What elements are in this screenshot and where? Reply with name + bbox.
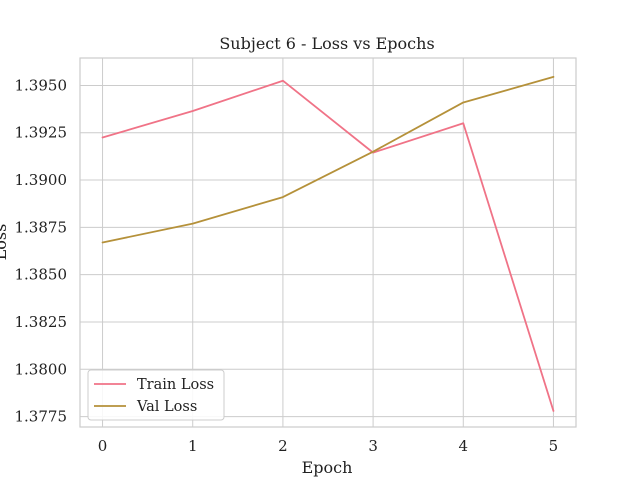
y-tick-label: 1.3825 [15,313,68,331]
chart-title: Subject 6 - Loss vs Epochs [219,34,434,53]
y-tick-label: 1.3925 [15,124,68,142]
legend-entry-label: Train Loss [137,377,214,393]
x-tick-label: 5 [549,437,559,455]
series-line-0 [101,79,555,412]
legend-entry-label: Val Loss [136,399,197,415]
y-tick-label: 1.3800 [15,360,68,378]
x-tick-labels: 0 1 2 3 4 5 [98,437,558,455]
y-tick-label: 1.3950 [15,76,68,94]
x-tick-label: 4 [458,437,468,455]
grid-lines [80,58,576,427]
plot-frame [79,57,577,428]
y-tick-labels: 1.3775 1.3800 1.3825 1.3850 1.3875 1.3900 1.39… [15,76,68,425]
x-tick-label: 1 [188,437,198,455]
x-axis-title: Epoch [302,458,353,477]
legend-box [87,369,225,421]
x-tick-label: 3 [368,437,378,455]
legend: Train Loss Val Loss [87,369,225,421]
y-tick-label: 1.3900 [15,171,68,189]
series-lines [101,76,555,412]
y-tick-label: 1.3775 [15,408,68,426]
series-line-1 [101,76,555,244]
x-tick-label: 2 [278,437,288,455]
y-tick-label: 1.3875 [15,218,68,236]
y-axis-title: Loss [0,224,10,261]
y-tick-label: 1.3850 [15,266,68,284]
x-tick-label: 0 [98,437,108,455]
